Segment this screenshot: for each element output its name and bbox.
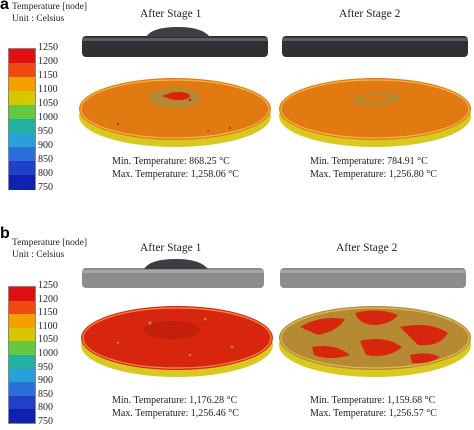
colorbar-segment bbox=[9, 91, 35, 106]
legend-tick-label: 1250 bbox=[38, 280, 58, 291]
colorbar-segment bbox=[9, 161, 35, 176]
min-temperature-label: Min. Temperature: 868.25 °C bbox=[112, 156, 230, 167]
cap-side-view bbox=[82, 259, 264, 288]
colorbar-segment bbox=[9, 355, 35, 370]
disk-temperature-map bbox=[279, 306, 471, 377]
colorbar-segment bbox=[9, 368, 35, 383]
legend-tick-label: 800 bbox=[38, 402, 53, 414]
colorbar-segment bbox=[9, 300, 35, 315]
stage-title: After Stage 1 bbox=[140, 8, 202, 20]
max-temperature-label: Max. Temperature: 1,258.06 °C bbox=[112, 169, 239, 180]
legend-tick-label: 1150 bbox=[38, 307, 58, 319]
legend-tick-label: 800 bbox=[38, 168, 53, 179]
legend-tick-label: 1050 bbox=[38, 98, 58, 109]
min-temperature-label: Min. Temperature: 784.91 °C bbox=[310, 156, 428, 167]
colorbar-segment bbox=[9, 105, 35, 120]
figure-panel-b: b Temperature [node] Unit : Celsius 1250… bbox=[0, 215, 474, 430]
legend-tick-label: 1000 bbox=[38, 348, 58, 359]
colorbar-segment bbox=[9, 382, 35, 397]
colorbar-segment bbox=[9, 314, 35, 329]
stage-title: After Stage 1 bbox=[140, 242, 202, 254]
disk-temperature-map bbox=[279, 78, 471, 147]
legend-tick-label: 850 bbox=[38, 154, 53, 165]
panel-letter: a bbox=[0, 0, 9, 13]
legend-tick-label: 750 bbox=[38, 416, 53, 427]
legend-tick-label: 1000 bbox=[38, 112, 58, 123]
legend-tick-label: 900 bbox=[38, 375, 53, 387]
colorbar-segment bbox=[9, 175, 35, 190]
panel-b-renderings bbox=[81, 259, 471, 377]
legend-tick-label: 900 bbox=[38, 140, 53, 151]
disk-temperature-map bbox=[81, 306, 273, 377]
legend-tick-label: 1150 bbox=[38, 70, 58, 81]
stage-title: After Stage 2 bbox=[336, 242, 398, 254]
legend-tick-label: 950 bbox=[38, 361, 53, 373]
max-temperature-label: Max. Temperature: 1,256.46 °C bbox=[112, 408, 239, 419]
colorbar-segment bbox=[9, 77, 35, 92]
max-temperature-label: Max. Temperature: 1,256.57 °C bbox=[310, 408, 437, 419]
colorbar-segment bbox=[9, 287, 35, 302]
legend-unit: Unit : Celsius bbox=[12, 14, 65, 24]
legend-title: Temperature [node] bbox=[12, 2, 88, 12]
cap-side-view bbox=[280, 268, 466, 288]
colorbar-segment bbox=[9, 341, 35, 356]
disk-temperature-map bbox=[79, 78, 271, 147]
colorbar-segment bbox=[9, 409, 35, 424]
legend-colorbar bbox=[8, 286, 36, 424]
legend-tick-label: 1100 bbox=[38, 84, 58, 95]
stage-title: After Stage 2 bbox=[339, 8, 401, 20]
legend-tick-label: 750 bbox=[38, 182, 53, 193]
legend-tick-label: 850 bbox=[38, 388, 53, 400]
colorbar-segment bbox=[9, 147, 35, 162]
legend-title: Temperature [node] bbox=[12, 238, 88, 248]
panel-letter: b bbox=[0, 225, 10, 242]
legend-unit: Unit : Celsius bbox=[12, 250, 65, 260]
legend-colorbar bbox=[8, 48, 36, 190]
colorbar-segment bbox=[9, 49, 35, 64]
legend-tick-label: 1200 bbox=[38, 293, 58, 305]
panel-a-renderings bbox=[79, 27, 471, 147]
cap-side-view bbox=[282, 36, 468, 57]
max-temperature-label: Max. Temperature: 1,256.80 °C bbox=[310, 169, 437, 180]
legend-tick-label: 1050 bbox=[38, 334, 58, 346]
colorbar-segment bbox=[9, 327, 35, 342]
cap-side-view bbox=[82, 27, 268, 57]
min-temperature-label: Min. Temperature: 1,176.28 °C bbox=[112, 395, 238, 406]
colorbar-segment bbox=[9, 395, 35, 410]
legend-tick-label: 1200 bbox=[38, 56, 58, 67]
colorbar-segment bbox=[9, 119, 35, 134]
legend-tick-label: 1250 bbox=[38, 42, 58, 53]
legend-tick-label: 1100 bbox=[38, 320, 58, 332]
min-temperature-label: Min. Temperature: 1,159.68 °C bbox=[310, 395, 436, 406]
colorbar-segment bbox=[9, 133, 35, 148]
figure-panel-a: a Temperature [node] Unit : Celsius 1250… bbox=[0, 0, 471, 193]
legend-tick-label: 950 bbox=[38, 126, 53, 137]
colorbar-segment bbox=[9, 63, 35, 78]
